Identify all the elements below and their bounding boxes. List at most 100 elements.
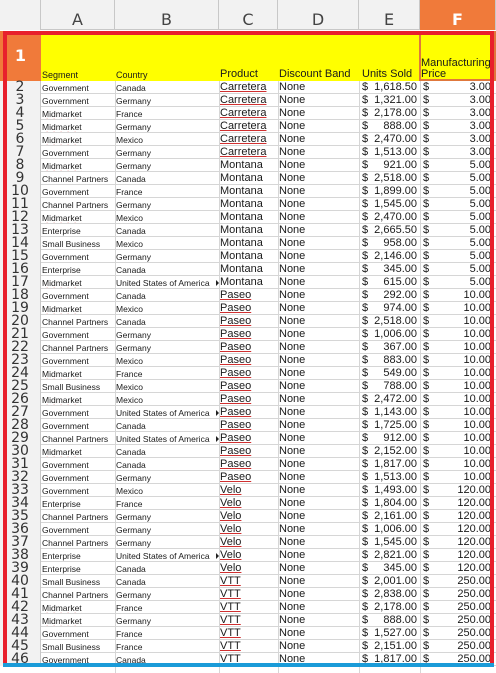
cell-product[interactable]: Paseo xyxy=(219,341,277,354)
cell-units-sold[interactable]: $367.00 xyxy=(359,341,419,354)
row-number[interactable]: 25 xyxy=(0,379,41,393)
cell-units-sold[interactable]: $2,518.00 xyxy=(359,315,419,328)
cell-country[interactable]: Canada xyxy=(116,577,146,587)
cell-segment[interactable]: Enterprise xyxy=(41,562,115,575)
cell-country[interactable]: Canada xyxy=(116,655,146,665)
header-discount-band[interactable]: Discount Band xyxy=(279,68,351,80)
cell-segment[interactable]: Midmarket xyxy=(41,211,115,224)
cell-segment[interactable]: Channel Partners xyxy=(41,315,115,328)
cell-units-sold[interactable]: $1,817.00 xyxy=(359,653,419,666)
cell-product[interactable]: Velo xyxy=(219,549,277,562)
cell-segment[interactable]: Midmarket xyxy=(41,393,115,406)
cell-discount-band[interactable]: None xyxy=(279,224,306,236)
cell-country[interactable]: Germany xyxy=(116,616,151,626)
cell-segment[interactable]: Midmarket xyxy=(41,614,115,627)
row-number[interactable]: 15 xyxy=(0,249,41,263)
cell-manufacturing-price[interactable]: $120.00 xyxy=(420,497,493,510)
row-number[interactable]: 16 xyxy=(0,262,41,276)
row-number[interactable]: 38 xyxy=(0,548,41,562)
header-manufacturing-price[interactable]: Manufacturing Price xyxy=(421,58,491,80)
cell-country[interactable]: France xyxy=(116,603,143,613)
cell-manufacturing-price[interactable]: $250.00 xyxy=(420,588,493,601)
cell-segment[interactable]: Channel Partners xyxy=(41,198,115,211)
cell-country[interactable]: Germany xyxy=(116,343,151,353)
cell-discount-band[interactable]: None xyxy=(279,94,306,106)
cell-discount-band[interactable]: None xyxy=(279,471,306,483)
cell-product[interactable]: Montana xyxy=(219,250,277,263)
cell-segment[interactable]: Midmarket xyxy=(41,159,115,172)
cell-segment[interactable]: Midmarket xyxy=(41,302,115,315)
cell-product[interactable]: Paseo xyxy=(219,432,277,445)
header-segment[interactable]: Segment xyxy=(42,70,79,80)
cell-discount-band[interactable]: None xyxy=(279,107,306,119)
cell-manufacturing-price[interactable]: $10.00 xyxy=(420,419,493,432)
row-number[interactable]: 2 xyxy=(0,80,41,94)
cell-discount-band[interactable]: None xyxy=(279,432,306,444)
cell-manufacturing-price[interactable]: $5.00 xyxy=(420,211,493,224)
cell-discount-band[interactable]: None xyxy=(279,510,306,522)
cell-segment[interactable]: Small Business xyxy=(41,237,115,250)
column-header-f[interactable]: F xyxy=(420,0,496,30)
cell-manufacturing-price[interactable]: $10.00 xyxy=(420,393,493,406)
cell-discount-band[interactable]: None xyxy=(279,263,306,275)
cell-units-sold[interactable]: $888.00 xyxy=(359,120,419,133)
row-number[interactable]: 3 xyxy=(0,93,41,107)
cell-product[interactable]: VTT xyxy=(219,653,277,666)
cell-product[interactable]: VTT xyxy=(219,640,277,653)
cell-discount-band[interactable]: None xyxy=(279,419,306,431)
cell-product[interactable]: Paseo xyxy=(219,445,277,458)
cell-discount-band[interactable]: None xyxy=(279,523,306,535)
row-number[interactable]: 11 xyxy=(0,197,41,211)
cell-country[interactable]: Mexico xyxy=(116,135,143,145)
cell-discount-band[interactable]: None xyxy=(279,289,306,301)
row-number[interactable]: 7 xyxy=(0,145,41,159)
cell-product[interactable]: Paseo xyxy=(219,419,277,432)
cell-segment[interactable]: Channel Partners xyxy=(41,172,115,185)
cell-segment[interactable]: Government xyxy=(41,406,115,419)
cell-product[interactable]: Paseo xyxy=(219,380,277,393)
cell-discount-band[interactable]: None xyxy=(279,536,306,548)
row-number[interactable]: 12 xyxy=(0,210,41,224)
row-number[interactable]: 30 xyxy=(0,444,41,458)
cell-segment[interactable]: Small Business xyxy=(41,640,115,653)
cell-discount-band[interactable]: None xyxy=(279,237,306,249)
cell-units-sold[interactable]: $788.00 xyxy=(359,380,419,393)
cell-product[interactable]: VTT xyxy=(219,601,277,614)
cell-segment[interactable]: Enterprise xyxy=(41,263,115,276)
cell-segment[interactable]: Midmarket xyxy=(41,276,115,289)
row-number[interactable]: 17 xyxy=(0,275,41,289)
cell-discount-band[interactable]: None xyxy=(279,497,306,509)
column-header-e[interactable]: E xyxy=(359,0,420,30)
cell-product[interactable]: Velo xyxy=(219,523,277,536)
cell-discount-band[interactable]: None xyxy=(279,354,306,366)
cell-units-sold[interactable]: $1,143.00 xyxy=(359,406,419,419)
cell-country[interactable]: Canada xyxy=(116,174,146,184)
cell-units-sold[interactable]: $1,545.00 xyxy=(359,536,419,549)
cell-country[interactable]: Mexico xyxy=(116,356,143,366)
column-header-c[interactable]: C xyxy=(219,0,278,30)
cell-units-sold[interactable]: $2,472.00 xyxy=(359,393,419,406)
cell-discount-band[interactable]: None xyxy=(279,185,306,197)
cell-units-sold[interactable]: $974.00 xyxy=(359,302,419,315)
cell-product[interactable]: Carretera xyxy=(219,120,277,133)
cell-discount-band[interactable]: None xyxy=(279,198,306,210)
cell-segment[interactable]: Government xyxy=(41,471,115,484)
row-number[interactable]: 36 xyxy=(0,522,41,536)
cell-segment[interactable]: Government xyxy=(41,146,115,159)
cell-manufacturing-price[interactable]: $3.00 xyxy=(420,133,493,146)
cell-country[interactable]: Germany xyxy=(116,473,151,483)
cell-units-sold[interactable]: $921.00 xyxy=(359,159,419,172)
cell-country[interactable]: Canada xyxy=(116,447,146,457)
cell-country[interactable]: France xyxy=(116,499,143,509)
row-number[interactable]: 26 xyxy=(0,392,41,406)
cell-segment[interactable]: Channel Partners xyxy=(41,510,115,523)
cell-units-sold[interactable]: $1,513.00 xyxy=(359,471,419,484)
cell-product[interactable]: Paseo xyxy=(219,302,277,315)
cell-discount-band[interactable]: None xyxy=(279,614,306,626)
cell-units-sold[interactable]: $2,146.00 xyxy=(359,250,419,263)
cell-units-sold[interactable]: $1,899.00 xyxy=(359,185,419,198)
cell-segment[interactable]: Midmarket xyxy=(41,601,115,614)
cell-product[interactable]: Velo xyxy=(219,562,277,575)
cell-discount-band[interactable]: None xyxy=(279,367,306,379)
cell-units-sold[interactable]: $2,838.00 xyxy=(359,588,419,601)
